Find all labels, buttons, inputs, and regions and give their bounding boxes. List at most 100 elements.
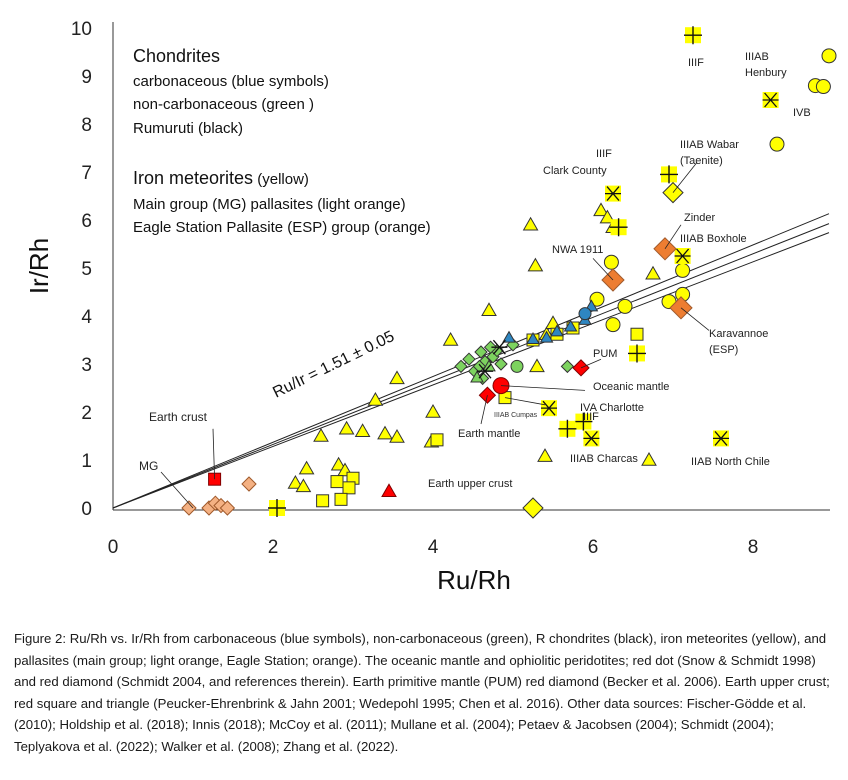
earth-triangle-point (381, 483, 397, 497)
annotation-iiab-charcas: IIIAB Charcas (570, 453, 638, 465)
legend: Chondrites carbonaceous (blue symbols) n… (133, 46, 431, 236)
x-tick-label: 8 (748, 537, 759, 558)
iron-plus-point (609, 218, 628, 237)
iron-triangle-point (389, 370, 405, 385)
carbonaceous-triangle-point (550, 324, 564, 337)
y-tick-label: 3 (81, 355, 92, 376)
iron-diamond-point (522, 497, 544, 519)
iron-triangle-point (537, 448, 553, 462)
noncarbonaceous-diamond-point (472, 359, 487, 374)
noncarbonaceous-diamond-point (560, 359, 575, 374)
annotation-earth-mantle: Earth mantle (458, 428, 520, 440)
annotation-iiab-henbury-2: Henbury (745, 67, 787, 79)
annotation-nwa1911: NWA 1911 (552, 244, 603, 256)
legend-mg-pallasites: Main group (MG) pallasites (light orange… (133, 196, 406, 213)
y-tick-label: 1 (81, 451, 92, 472)
iron-triangle-point (298, 460, 315, 475)
annotation-earth-crust: Earth crust (149, 410, 208, 424)
annotation-iiif-top: IIIF (688, 57, 704, 69)
annotation-leaders (160, 162, 710, 509)
iron-plus-point (268, 499, 286, 517)
legend-esp-pallasites: Eagle Station Pallasite (ESP) group (ora… (133, 219, 431, 236)
noncarbonaceous-diamond-point (483, 340, 498, 354)
iron-triangle-point (522, 216, 539, 231)
y-tick-label: 10 (71, 19, 92, 40)
iron-triangle-point (338, 420, 355, 435)
annotation-iiab-cumpas: IIIAB Cumpas (494, 412, 538, 419)
annotation-pum: PUM (593, 348, 617, 360)
iron-plus-point (558, 419, 577, 438)
y-tick-label: 9 (81, 67, 92, 88)
iron-square-point (330, 475, 344, 489)
mg_pallasite-diamond-point (181, 500, 197, 516)
iron-plus-point (684, 26, 702, 45)
legend-carbonaceous: carbonaceous (blue symbols) (133, 73, 329, 90)
rumuruti-asterisk-point (491, 339, 508, 355)
iron-square-point (342, 481, 356, 495)
y-tick-label: 2 (81, 403, 92, 424)
legend-chondrites-title: Chondrites (133, 46, 220, 66)
annotation-iiif-low: IIIF (583, 411, 599, 423)
fit-line (112, 223, 830, 509)
y-axis-title: Ir/Rh (24, 238, 54, 294)
noncarbonaceous-diamond-point (454, 359, 468, 374)
iron-square-point (430, 433, 444, 447)
annotation-iva-charlotte: IVA Charlotte (580, 402, 644, 414)
y-tick-label: 8 (81, 115, 92, 136)
legend-noncarbonaceous: non-carbonaceous (green ) (133, 96, 314, 113)
leader-line (592, 258, 614, 281)
annotation-clark-county: Clark County (543, 165, 607, 177)
iron-circle-point (821, 48, 837, 64)
iron-plus-point (660, 165, 678, 184)
iron-triangle-point (377, 425, 393, 440)
leader-line (504, 397, 546, 406)
iron-asterisk-point (605, 186, 621, 202)
leader-line (580, 358, 602, 369)
iron-circle-point (815, 79, 831, 95)
x-tick-label: 0 (108, 537, 119, 558)
iron-triangle-point (330, 456, 347, 471)
legend-rumuruti: Rumuruti (black) (133, 120, 243, 137)
annotation-karavannoe-2: (ESP) (709, 344, 738, 356)
iron-circle-point (605, 317, 621, 333)
iron-triangle-point (287, 475, 304, 489)
annotation-wabar-1: IIIAB Wabar (680, 139, 739, 151)
iron-triangle-point (641, 451, 657, 466)
iron-circle-point (675, 262, 691, 278)
iron-triangle-point (367, 391, 384, 406)
leader-line (672, 162, 698, 193)
noncarbonaceous-circle-point (510, 359, 524, 373)
iron-circle-point (769, 136, 785, 152)
iron-triangle-point (389, 428, 405, 443)
annotation-iiab-north-chile: IIAB North Chile (691, 456, 770, 468)
rumuruti-asterisk-point (477, 363, 493, 379)
x-tick-label: 2 (268, 537, 279, 558)
x-tick-label: 4 (428, 537, 439, 558)
y-tick-label: 6 (81, 211, 92, 232)
iron-asterisk-point (583, 430, 600, 446)
iron-triangle-point (313, 427, 329, 442)
fit-line-label: Ru/Ir = 1.51 ± 0.05 (270, 328, 397, 402)
iron-triangle-point (527, 257, 544, 272)
carbonaceous-triangle-point (502, 330, 516, 343)
carbonaceous-triangle-point (539, 330, 554, 343)
annotation-boxhole: IIIAB Boxhole (680, 233, 747, 245)
annotation-ivb: IVB (793, 107, 811, 119)
carbonaceous-triangle-point (563, 319, 578, 332)
leader-line (160, 471, 194, 509)
iron-square-point (316, 494, 330, 508)
iron-asterisk-point (541, 400, 557, 416)
annotations: IIIAB Henbury IVB IIIF IIIAB Wabar (Taen… (139, 51, 811, 490)
iron-triangle-point (481, 302, 497, 316)
iron-circle-point (617, 298, 633, 314)
annotation-earth-upper-crust: Earth upper crust (428, 478, 512, 490)
leader-line (212, 428, 215, 480)
annotation-zinder: Zinder (684, 212, 716, 224)
iron-plus-point (574, 412, 593, 431)
y-tick-label: 7 (81, 163, 92, 184)
y-tick-label: 5 (81, 259, 92, 280)
annotation-wabar-2: (Taenite) (680, 155, 723, 167)
iron-asterisk-point (762, 92, 779, 108)
iron-asterisk-point (713, 430, 729, 446)
iron-triangle-point (442, 331, 459, 346)
